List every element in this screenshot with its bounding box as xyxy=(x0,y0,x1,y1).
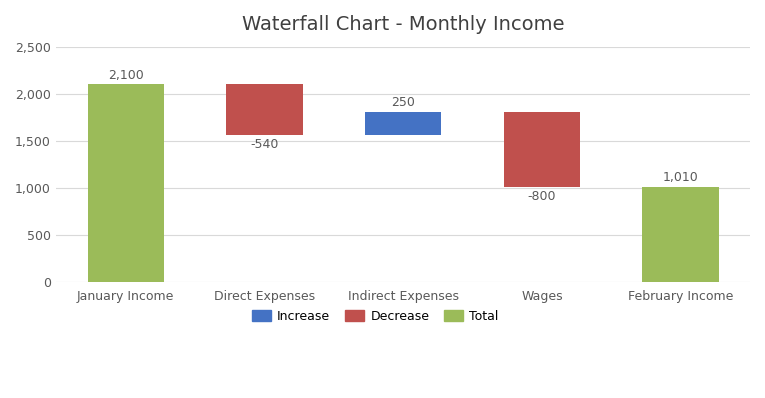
Text: 250: 250 xyxy=(391,96,415,109)
Bar xyxy=(365,111,441,135)
Text: 2,100: 2,100 xyxy=(108,69,144,82)
Bar xyxy=(88,84,164,282)
Text: -800: -800 xyxy=(528,189,556,203)
Bar xyxy=(504,111,580,187)
Text: 1,010: 1,010 xyxy=(662,171,698,184)
Legend: Increase, Decrease, Total: Increase, Decrease, Total xyxy=(247,304,503,328)
Text: -540: -540 xyxy=(250,138,278,151)
Title: Waterfall Chart - Monthly Income: Waterfall Chart - Monthly Income xyxy=(242,15,565,34)
Bar xyxy=(643,187,719,282)
Bar xyxy=(226,84,303,135)
